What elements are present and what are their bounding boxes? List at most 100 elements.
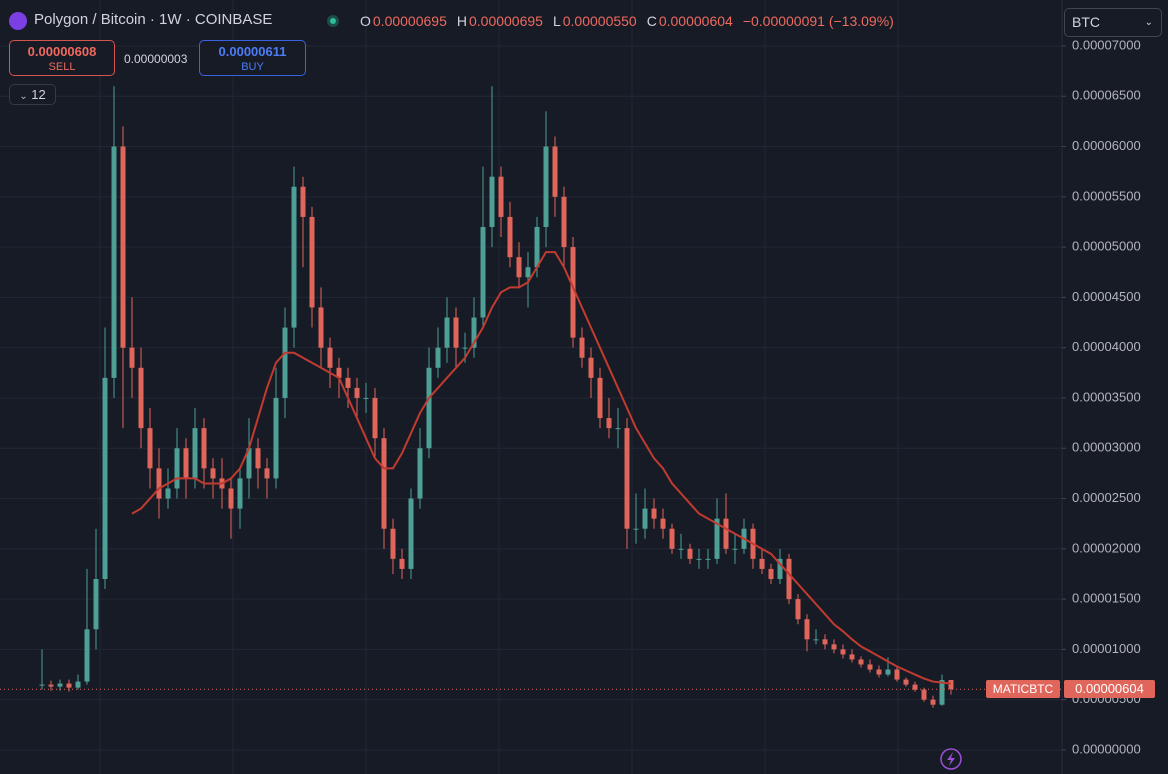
candle-body xyxy=(75,681,81,688)
candle-body xyxy=(354,387,360,398)
candle-body xyxy=(201,428,207,469)
y-tick-label: 0.00006000 xyxy=(1072,138,1141,153)
candle-body xyxy=(948,680,954,690)
y-tick-label: 0.00004000 xyxy=(1072,339,1141,354)
symbol-logo xyxy=(9,12,27,30)
candle-body xyxy=(111,146,117,378)
alert-icon[interactable] xyxy=(940,748,962,770)
candle-body xyxy=(39,684,45,686)
candle-body xyxy=(147,428,153,469)
sell-price: 0.00000608 xyxy=(27,44,97,59)
candle-body xyxy=(813,639,819,641)
candle-body xyxy=(705,558,711,560)
candle-body xyxy=(309,216,315,308)
candle-body xyxy=(210,468,216,479)
candle-body xyxy=(381,438,387,529)
candle-body xyxy=(237,478,243,509)
candle-body xyxy=(48,684,54,687)
candle-body xyxy=(129,347,135,368)
buy-button[interactable]: 0.00000611 BUY xyxy=(199,40,306,76)
buy-price: 0.00000611 xyxy=(218,44,287,59)
candle-body xyxy=(876,669,882,675)
ohlc-key: H xyxy=(456,13,467,29)
candle-body xyxy=(480,226,486,318)
candle-body xyxy=(768,568,774,579)
y-tick-label: 0.00007000 xyxy=(1072,37,1141,52)
candle-body xyxy=(903,679,909,685)
moving-average xyxy=(131,251,952,685)
candle-body xyxy=(228,488,234,509)
candle-body xyxy=(588,357,594,378)
candle-body xyxy=(345,377,351,388)
candle-body xyxy=(795,599,801,620)
candle-body xyxy=(183,448,189,479)
candle-body xyxy=(777,558,783,579)
indicators-count: 12 xyxy=(31,87,46,102)
candle-body xyxy=(102,377,108,579)
candle-body xyxy=(678,548,684,550)
candle-body xyxy=(624,428,630,529)
candle-body xyxy=(66,683,72,688)
candle-body xyxy=(138,367,144,429)
symbol-tag: MATICBTC xyxy=(986,680,1060,699)
candle-body xyxy=(282,327,288,398)
currency: BTC xyxy=(1072,14,1100,30)
spread: 0.00000003 xyxy=(124,52,188,66)
candle-body xyxy=(57,683,63,687)
candle-body xyxy=(849,654,855,660)
ohlc-value: 0.00000550 xyxy=(562,13,637,29)
candle-body xyxy=(921,689,927,700)
candle-body xyxy=(543,146,549,227)
candle-body xyxy=(174,448,180,489)
candle-body xyxy=(867,664,873,670)
y-tick-label: 0.00002000 xyxy=(1072,540,1141,555)
candle-body xyxy=(462,347,468,349)
candle-body xyxy=(390,528,396,559)
candle-body xyxy=(525,267,531,278)
candle-body xyxy=(552,146,558,197)
candle-body xyxy=(399,558,405,569)
currency-select[interactable]: BTC ⌄ xyxy=(1064,8,1162,37)
candle-body xyxy=(327,347,333,368)
candle-body xyxy=(453,317,459,348)
y-tick-label: 0.00001000 xyxy=(1072,641,1141,656)
ohlc-value: 0.00000695 xyxy=(372,13,447,29)
y-tick-label: 0.00002500 xyxy=(1072,490,1141,505)
sell-button[interactable]: 0.00000608 SELL xyxy=(9,40,115,76)
y-tick-label: 0.00000000 xyxy=(1072,741,1141,756)
candle-body xyxy=(192,428,198,479)
candle-body xyxy=(561,196,567,248)
y-tick-label: 0.00003500 xyxy=(1072,389,1141,404)
y-tick-label: 0.00001500 xyxy=(1072,591,1141,606)
candle-body xyxy=(939,680,945,705)
price-change: −0.00000091 (−13.09%) xyxy=(742,13,894,29)
candle-body xyxy=(831,644,837,650)
candle-body xyxy=(273,397,279,479)
candle-body xyxy=(408,498,414,569)
candle-body xyxy=(651,508,657,519)
candle-body xyxy=(714,518,720,559)
candle-body xyxy=(417,448,423,499)
y-tick-label: 0.00006500 xyxy=(1072,88,1141,103)
ohlc-legend: O 0.00000695 H 0.00000695 L 0.00000550 C 0.0000… xyxy=(360,13,894,29)
candle-body xyxy=(498,176,504,217)
candle-body xyxy=(255,448,261,469)
indicators-toggle[interactable]: ⌄ 12 xyxy=(9,84,56,105)
candle-body xyxy=(759,558,765,569)
last-price-tag: 0.00000604 xyxy=(1064,680,1155,699)
buy-label: BUY xyxy=(241,61,264,73)
candle-body xyxy=(606,418,612,429)
candle-body xyxy=(84,629,90,682)
symbol-title[interactable]: Polygon / Bitcoin · 1W · COINBASE xyxy=(34,11,273,28)
market-status xyxy=(327,15,339,27)
alert-bolt xyxy=(947,752,955,766)
candle-body xyxy=(930,699,936,705)
candle-body xyxy=(120,146,126,348)
candle-body xyxy=(507,216,513,258)
candle-body xyxy=(435,347,441,368)
candle-body xyxy=(597,377,603,419)
y-tick-label: 0.00004500 xyxy=(1072,289,1141,304)
candle-body xyxy=(363,397,369,399)
